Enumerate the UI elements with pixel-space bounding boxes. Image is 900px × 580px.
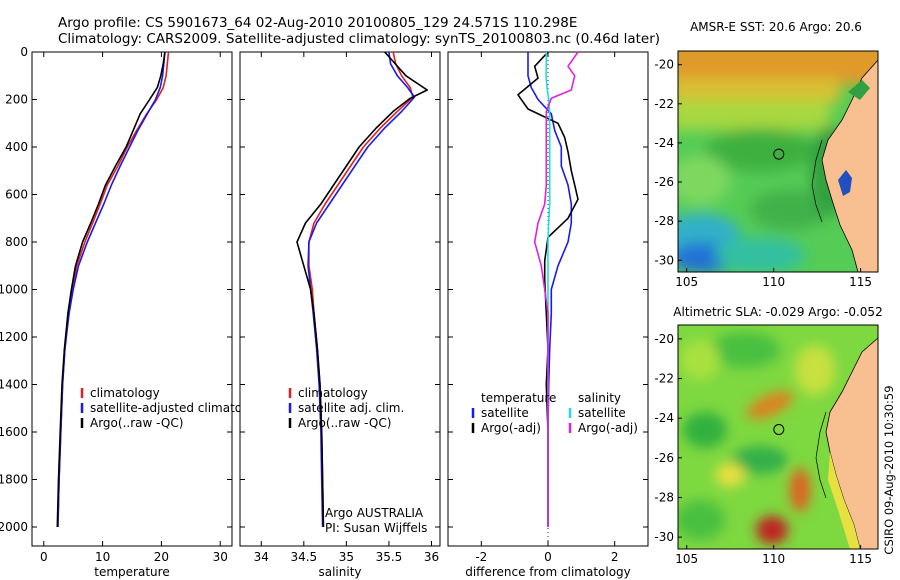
annotation-text: PI: Susan Wijffels (325, 521, 427, 535)
y-tick-label: 200 (5, 93, 28, 107)
map-x-tick-label: 110 (762, 552, 785, 566)
temperature-panel: 0 10 20 30 0 200 400 600 800 1000 1200 1400 1600 1800… (0, 45, 268, 579)
annotation-text: Argo AUSTRALIA (325, 506, 424, 520)
map-y-tick-label: -22 (654, 372, 674, 386)
sla-map-ticks: 105 110 115 -20 -22 -24 -26 -28 -30 (654, 332, 872, 566)
x-tick-label: 35.5 (376, 550, 403, 564)
legend-label: Argo(-adj) (481, 421, 541, 435)
x-tick-label: 30 (213, 550, 228, 564)
map-y-tick-label: -26 (654, 175, 674, 189)
legend-header: salinity (578, 391, 621, 405)
series-line-black (517, 51, 579, 527)
y-tick-label: 2000 (0, 520, 28, 534)
x-axis-label: salinity (318, 565, 361, 579)
figure-title-line1: Argo profile: CS 5901673_64 02-Aug-2010 … (58, 15, 577, 31)
salinity-panel: 34 34.5 35 35.5 36 salinity climatologysatelli… (239, 51, 441, 579)
x-tick-label: 2 (611, 550, 619, 564)
legend-label: satellite (481, 406, 529, 420)
sla-map: Altimetric SLA: -0.029 Argo: -0.052 105 1… (654, 305, 882, 566)
map-y-tick-label: -30 (654, 253, 674, 267)
figure-title-line2: Climatology: CARS2009. Satellite-adjuste… (58, 31, 660, 47)
plot-frame (239, 51, 441, 547)
y-tick-label: 1000 (0, 283, 28, 297)
map-y-tick-label: -22 (654, 97, 674, 111)
series-line-blue (307, 51, 416, 528)
map-y-tick-label: -28 (654, 490, 674, 504)
map-y-tick-label: -24 (654, 136, 674, 150)
x-tick-label: 34.5 (290, 550, 317, 564)
map-y-tick-label: -26 (654, 451, 674, 465)
map-y-tick-label: -20 (654, 332, 674, 346)
map-y-tick-label: -20 (654, 58, 674, 72)
map-y-tick-label: -24 (654, 411, 674, 425)
y-tick-label: 600 (5, 188, 28, 202)
sla-argo-marker (773, 424, 785, 435)
sla-map-title: Altimetric SLA: -0.029 Argo: -0.052 (673, 305, 882, 319)
sst-map-ticks: 105 110 115 -20 -22 -24 -26 -28 -30 (654, 58, 872, 289)
legend-label: climatology (90, 386, 160, 400)
map-x-tick-label: 115 (849, 275, 872, 289)
x-tick-label: 35 (339, 550, 354, 564)
sst-map-title: AMSR-E SST: 20.6 Argo: 20.6 (690, 20, 862, 34)
map-x-tick-label: 105 (675, 552, 698, 566)
x-tick-label: 0 (40, 550, 48, 564)
sst-field (678, 51, 878, 272)
x-tick-label: 36 (424, 550, 439, 564)
map-x-tick-label: 105 (675, 275, 698, 289)
x-tick-label: -2 (475, 550, 487, 564)
legend-label: Argo(..raw -QC) (298, 416, 391, 430)
y-tick-label: 1800 (0, 473, 28, 487)
x-tick-label: 10 (95, 550, 110, 564)
legend-label: Argo(..raw -QC) (90, 416, 183, 430)
legend-label: satellite (578, 406, 626, 420)
y-tick-label: 1200 (0, 330, 28, 344)
legend-label: Argo(-adj) (578, 421, 638, 435)
sst-argo-marker (773, 148, 785, 160)
map-x-tick-label: 110 (762, 275, 785, 289)
legend-header: temperature (481, 391, 556, 405)
x-tick-label: 20 (154, 550, 169, 564)
sla-field (678, 325, 878, 549)
map-x-tick-label: 115 (849, 552, 872, 566)
series-line-black (56, 51, 166, 528)
y-tick-label: 400 (5, 140, 28, 154)
x-tick-label: 0 (544, 550, 552, 564)
legend-label: satellite-adjusted climatology (90, 401, 268, 415)
x-axis-label: temperature (94, 565, 169, 579)
sst-map: AMSR-E SST: 20.6 Argo: 20.6 105 110 115 (654, 20, 879, 289)
legend-label: satellite adj. clim. (298, 401, 404, 415)
map-y-tick-label: -30 (654, 530, 674, 544)
legend-label: climatology (298, 386, 368, 400)
series-line-blue (527, 52, 573, 527)
y-tick-label: 1400 (0, 378, 28, 392)
series-line-black (296, 51, 429, 528)
x-axis-label: difference from climatology (465, 565, 631, 579)
x-tick-label: 34 (254, 550, 269, 564)
series-line-magenta (533, 51, 579, 527)
plot-frame (31, 51, 233, 547)
y-tick-label: 0 (20, 45, 28, 59)
y-tick-label: 1600 (0, 425, 28, 439)
map-y-tick-label: -28 (654, 214, 674, 228)
y-tick-label: 800 (5, 235, 28, 249)
side-label: CSIRO 09-Aug-2010 10:30:59 (882, 385, 896, 554)
